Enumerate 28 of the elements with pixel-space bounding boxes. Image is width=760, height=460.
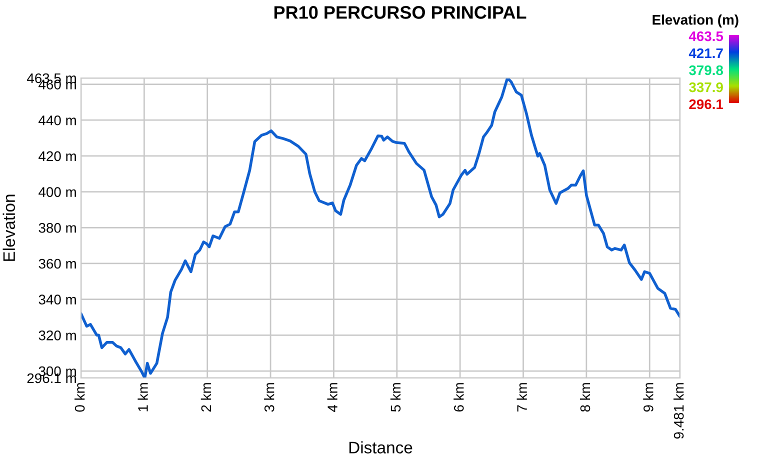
y-tick-label: 320 m xyxy=(38,330,76,340)
x-tick-label: 0 km xyxy=(74,383,85,412)
color-bar-label: 337.9 xyxy=(689,82,723,92)
y-tick-label: 380 m xyxy=(38,222,76,233)
y-tick-label: 360 m xyxy=(38,258,76,269)
y-tick-label: 420 m xyxy=(38,151,76,162)
x-tick-label: 2 km xyxy=(200,383,211,412)
y-axis-title: Elevation xyxy=(2,194,16,261)
y-tick-label: 440 m xyxy=(38,115,76,126)
x-tick-label: 6 km xyxy=(454,383,464,412)
x-tick-label: 1 km xyxy=(138,383,148,412)
x-axis-title: Distance xyxy=(349,441,412,454)
x-tick-label: 3 km xyxy=(264,383,274,412)
x-tick-label: 9 km xyxy=(643,383,654,412)
color-bar-label: 463.5 xyxy=(688,31,724,42)
color-bar-label: 421.7 xyxy=(688,48,723,58)
y-tick-label: 400 m xyxy=(38,187,76,197)
x-tick-label: 9.481 km xyxy=(674,383,684,439)
x-tick-label: 4 km xyxy=(327,383,338,412)
line-series xyxy=(81,78,680,378)
color-bar-title: Elevation (m) xyxy=(652,14,738,28)
color-bar-label: 379.8 xyxy=(689,65,724,76)
chart-title: PR10 PERCURSO PRINCIPAL xyxy=(274,6,526,19)
color-bar-label: 296.1 xyxy=(689,99,724,110)
y-tick-label: 340 m xyxy=(38,294,76,304)
x-tick-label: 7 km xyxy=(516,383,527,412)
x-tick-label: 8 km xyxy=(580,383,590,412)
x-tick-label: 5 km xyxy=(390,383,401,412)
